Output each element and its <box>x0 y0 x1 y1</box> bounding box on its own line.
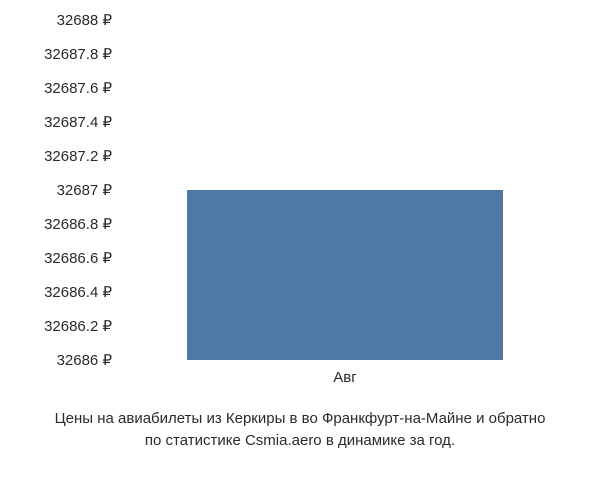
y-tick-label: 32687.2 ₽ <box>44 147 112 165</box>
chart-container: 32688 ₽ 32687.8 ₽ 32687.6 ₽ 32687.4 ₽ 32687.… <box>0 0 600 500</box>
caption-line-2: по статистике Csmia.aero в динамике за г… <box>0 430 600 451</box>
x-axis: Авг <box>125 365 565 395</box>
y-tick-label: 32687.4 ₽ <box>44 113 112 131</box>
y-tick-label: 32687.8 ₽ <box>44 45 112 63</box>
caption-line-1: Цены на авиабилеты из Керкиры в во Франк… <box>0 408 600 429</box>
x-tick-label: Авг <box>333 369 356 386</box>
y-tick-label: 32686.4 ₽ <box>44 283 112 301</box>
y-tick-label: 32686.2 ₽ <box>44 317 112 335</box>
y-tick-label: 32687.6 ₽ <box>44 79 112 97</box>
y-axis: 32688 ₽32687.8 ₽32687.6 ₽32687.4 ₽32687.… <box>0 20 120 360</box>
y-tick-label: 32686.6 ₽ <box>44 249 112 267</box>
plot-area <box>125 20 565 360</box>
y-tick-label: 32686.8 ₽ <box>44 215 112 233</box>
y-tick-label: 32686 ₽ <box>57 351 112 369</box>
y-tick-label: 32687 ₽ <box>57 181 112 199</box>
y-tick-label: 32688 ₽ <box>57 11 112 29</box>
bar <box>187 190 504 360</box>
